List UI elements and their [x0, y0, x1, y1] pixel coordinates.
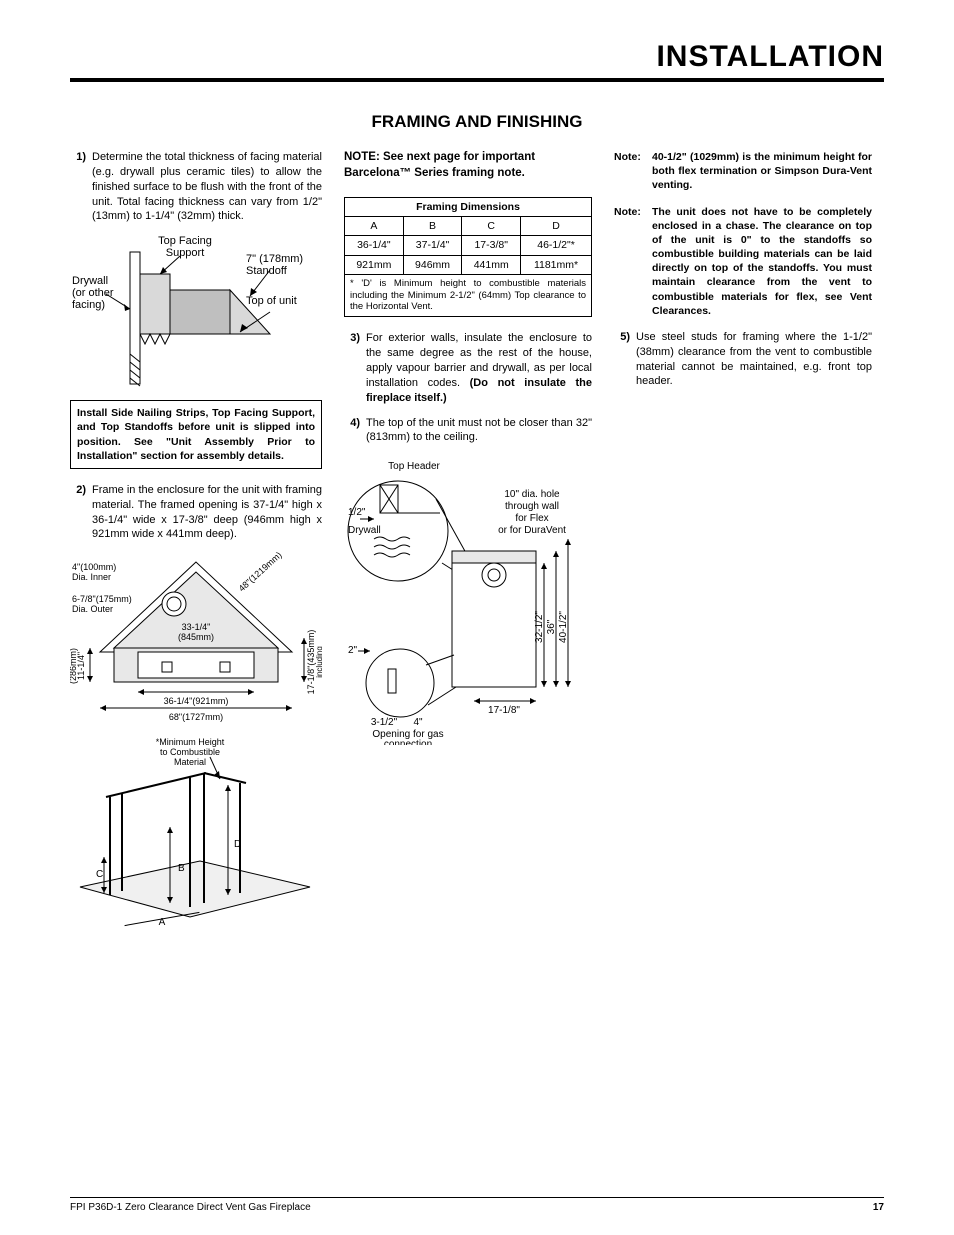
svg-text:(286mm): (286mm) [70, 648, 78, 684]
note-label: Note: [614, 205, 652, 318]
content-columns: 1) Determine the total thickness of faci… [70, 150, 884, 932]
svg-text:Dia. Outer: Dia. Outer [72, 604, 113, 614]
step-2-body: Frame in the enclosure for the unit with… [92, 483, 322, 542]
svg-text:A: A [159, 917, 166, 927]
column-2: NOTE: See next page for important Barcel… [344, 150, 592, 932]
svg-text:(845mm): (845mm) [178, 632, 214, 642]
step-4-num: 4) [344, 416, 366, 446]
step-1-body: Determine the total thickness of facing … [92, 150, 322, 224]
table-row: 921mm946mm 441mm1181mm* [345, 255, 592, 274]
note-body: The unit does not have to be completely … [652, 205, 872, 318]
svg-text:2": 2" [348, 645, 358, 656]
step-3: 3) For exterior walls, insulate the encl… [344, 331, 592, 405]
footer-page-number: 17 [873, 1202, 884, 1213]
step-5-body: Use steel studs for framing where the 1-… [636, 330, 872, 389]
svg-text:10" dia. hole: 10" dia. hole [504, 489, 560, 500]
note-chase: Note: The unit does not have to be compl… [614, 205, 872, 318]
column-1: 1) Determine the total thickness of faci… [70, 150, 322, 932]
svg-text:including: including [315, 646, 322, 678]
svg-text:6-7/8"(175mm): 6-7/8"(175mm) [72, 594, 132, 604]
diagram-facing: Top Facing Support Drywall (or other fac… [70, 234, 322, 394]
column-3: Note: 40-1/2" (1029mm) is the minimum he… [614, 150, 872, 932]
svg-text:Support: Support [166, 247, 205, 259]
step-3-body: For exterior walls, insulate the enclosu… [366, 331, 592, 405]
svg-text:connection: connection [384, 739, 432, 745]
svg-text:Top of unit: Top of unit [246, 295, 297, 307]
svg-text:facing): facing) [72, 299, 105, 311]
diagram-framing-iso: *Minimum Height to Combustible Material … [70, 737, 322, 932]
header-rule [70, 78, 884, 82]
svg-text:Dia. Inner: Dia. Inner [72, 572, 111, 582]
svg-text:7" (178mm): 7" (178mm) [246, 253, 303, 265]
svg-text:through wall: through wall [505, 501, 559, 512]
svg-text:17-1/8": 17-1/8" [488, 705, 520, 716]
section-title: INSTALLATION [70, 40, 884, 74]
svg-text:Material: Material [174, 757, 206, 767]
svg-text:D: D [234, 839, 241, 850]
table-footnote: * 'D' is Minimum height to combustible m… [345, 274, 592, 317]
page-subtitle: FRAMING AND FINISHING [70, 112, 884, 132]
table-caption: Framing Dimensions [345, 198, 592, 217]
svg-text:40-1/2": 40-1/2" [558, 611, 569, 643]
diagram-framing-top: 4"(100mm) Dia. Inner 6-7/8"(175mm) Dia. … [70, 552, 322, 727]
svg-text:36-1/4"(921mm): 36-1/4"(921mm) [164, 696, 229, 706]
svg-text:32-1/2": 32-1/2" [534, 611, 545, 643]
svg-text:3-1/2": 3-1/2" [371, 717, 398, 728]
table-row: 36-1/4"37-1/4" 17-3/8"46-1/2"* [345, 236, 592, 255]
svg-text:Top Header: Top Header [388, 461, 440, 472]
note-body: 40-1/2" (1029mm) is the minimum height f… [652, 150, 872, 193]
framing-dimensions-table: Framing Dimensions AB CD 36-1/4"37-1/4" … [344, 197, 592, 317]
header: INSTALLATION [70, 40, 884, 82]
svg-text:Standoff: Standoff [246, 265, 288, 277]
svg-text:or for DuraVent: or for DuraVent [498, 525, 566, 536]
svg-text:48"(1219mm): 48"(1219mm) [237, 552, 284, 593]
svg-text:(or other: (or other [72, 287, 114, 299]
page-footer: FPI P36D-1 Zero Clearance Direct Vent Ga… [70, 1197, 884, 1213]
svg-text:for Flex: for Flex [515, 513, 548, 524]
step-5-num: 5) [614, 330, 636, 389]
step-4-body: The top of the unit must not be closer t… [366, 416, 592, 446]
svg-text:Drywall: Drywall [72, 275, 108, 287]
svg-text:*Minimum Height: *Minimum Height [156, 737, 225, 747]
footer-product: FPI P36D-1 Zero Clearance Direct Vent Ga… [70, 1202, 311, 1213]
svg-text:36": 36" [546, 619, 557, 634]
step-4: 4) The top of the unit must not be close… [344, 416, 592, 446]
svg-text:B: B [178, 863, 185, 874]
step-2: 2) Frame in the enclosure for the unit w… [70, 483, 322, 542]
svg-text:33-1/4": 33-1/4" [182, 622, 211, 632]
step-3-num: 3) [344, 331, 366, 405]
svg-text:1/2": 1/2" [348, 507, 366, 518]
svg-text:C: C [96, 869, 103, 880]
barcelona-note: NOTE: See next page for important Barcel… [344, 150, 592, 181]
step-1: 1) Determine the total thickness of faci… [70, 150, 322, 224]
diagram-header-vent: Top Header 1/2" Drywall 10" dia. hole th… [344, 455, 592, 745]
svg-text:4": 4" [413, 717, 423, 728]
step-1-num: 1) [70, 150, 92, 224]
assembly-note-box: Install Side Nailing Strips, Top Facing … [70, 400, 322, 469]
note-min-height: Note: 40-1/2" (1029mm) is the minimum he… [614, 150, 872, 193]
svg-text:68"(1727mm): 68"(1727mm) [169, 712, 223, 722]
svg-text:Drywall: Drywall [348, 525, 381, 536]
step-2-num: 2) [70, 483, 92, 542]
svg-text:Top Facing: Top Facing [158, 235, 212, 247]
table-header-row: AB CD [345, 217, 592, 236]
step-5: 5) Use steel studs for framing where the… [614, 330, 872, 389]
svg-text:4"(100mm): 4"(100mm) [72, 562, 116, 572]
svg-text:to Combustible: to Combustible [160, 747, 220, 757]
note-label: Note: [614, 150, 652, 193]
